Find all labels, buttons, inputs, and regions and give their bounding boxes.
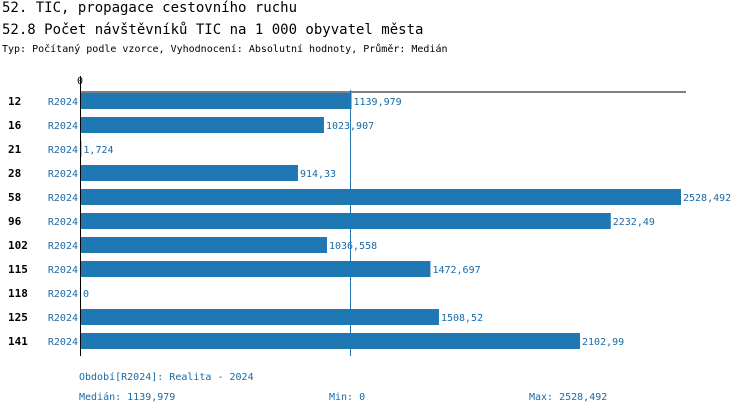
series-label: R2024: [48, 337, 78, 348]
category-label: 115: [8, 263, 28, 276]
bar: [81, 213, 611, 229]
series-label: R2024: [48, 145, 78, 156]
category-label: 125: [8, 311, 28, 324]
category-label: 16: [8, 119, 22, 132]
value-label: 1036,558: [329, 241, 377, 252]
category-label: 118: [8, 287, 28, 300]
category-label: 141: [8, 335, 28, 348]
category-label: 58: [8, 191, 21, 204]
bar: [81, 261, 431, 277]
category-label: 28: [8, 167, 21, 180]
value-label: 914,33: [300, 169, 336, 180]
value-label: 1472,697: [432, 265, 480, 276]
bar: [81, 165, 298, 181]
footer-max: Max: 2528,492: [529, 392, 608, 403]
footer-min: Min: 0: [329, 392, 366, 403]
value-label: 2232,49: [613, 217, 655, 228]
series-label: R2024: [48, 193, 78, 204]
category-label: 96: [8, 215, 22, 228]
footer-median: Medián: 1139,979: [79, 392, 176, 403]
value-label: 1139,979: [354, 97, 402, 108]
bar: [81, 93, 352, 109]
category-label: 21: [8, 143, 22, 156]
value-label: 2102,99: [582, 337, 624, 348]
value-label: 2528,492: [683, 193, 731, 204]
series-label: R2024: [48, 217, 78, 228]
chart-subtitle: 52.8 Počet návštěvníků TIC na 1 000 obyv…: [2, 22, 424, 38]
bar: [81, 237, 327, 253]
value-label: 1508,52: [441, 313, 483, 324]
bar: [81, 189, 681, 205]
chart-title: 52. TIC, propagace cestovního ruchu: [2, 0, 298, 16]
series-label: R2024: [48, 97, 78, 108]
series-label: R2024: [48, 241, 78, 252]
value-label: 1,724: [83, 145, 113, 156]
category-label: 12: [8, 95, 21, 108]
series-label: R2024: [48, 169, 78, 180]
value-label: 0: [83, 289, 89, 300]
category-label: 102: [8, 239, 28, 252]
bar: [81, 333, 581, 349]
footer-period: Období[R2024]: Realita - 2024: [79, 372, 254, 383]
series-label: R2024: [48, 265, 78, 276]
series-label: R2024: [48, 121, 78, 132]
bar: [81, 117, 324, 133]
chart-description: Typ: Počítaný podle vzorce, Vyhodnocení:…: [2, 44, 448, 55]
series-label: R2024: [48, 289, 78, 300]
bar: [81, 309, 439, 325]
series-label: R2024: [48, 313, 78, 324]
